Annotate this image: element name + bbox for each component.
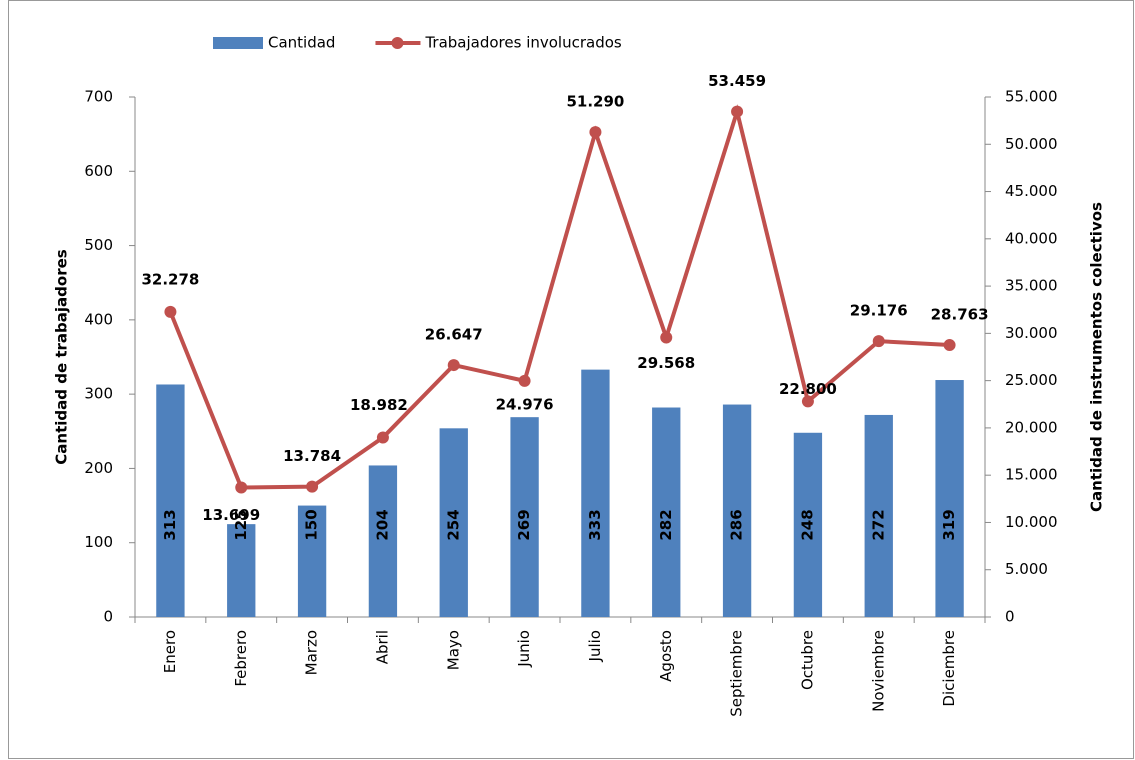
line — [168, 104, 950, 490]
y-tick-label: 500 — [84, 236, 113, 254]
bar-label: 269 — [515, 509, 533, 540]
y2-tick-label: 40.000 — [1005, 229, 1058, 247]
line-marker — [306, 480, 319, 493]
line-label: 32.278 — [141, 270, 199, 288]
bar-label: 319 — [940, 509, 958, 540]
bar-label: 313 — [161, 509, 179, 540]
y-tick-label: 100 — [84, 533, 113, 551]
x-tick-label: Julio — [586, 630, 604, 662]
bar-label: 254 — [444, 509, 462, 540]
line-label: 22.800 — [779, 380, 837, 398]
bar — [722, 404, 752, 617]
x-tick-label: Septiembre — [728, 630, 746, 717]
y2-tick-label: 25.000 — [1005, 371, 1058, 389]
line-label: 51.290 — [566, 93, 624, 111]
line-label: 18.982 — [350, 396, 408, 414]
x-tick-label: Enero — [161, 630, 179, 673]
y-tick-label: 700 — [84, 88, 113, 106]
bar-label: 248 — [798, 509, 816, 540]
bar — [439, 428, 468, 617]
bar — [581, 369, 610, 617]
line-label: 13.784 — [283, 447, 341, 465]
line-marker — [376, 431, 389, 444]
bar — [368, 465, 398, 617]
bar-label: 286 — [728, 509, 746, 540]
line-label: 29.176 — [850, 302, 908, 320]
line-marker — [447, 359, 460, 372]
line-label: 53.459 — [708, 72, 766, 90]
y-tick-label: 0 — [103, 608, 113, 626]
y2-tick-label: 55.000 — [1005, 88, 1058, 106]
x-tick-label: Octubre — [798, 630, 816, 690]
line-label: 26.647 — [425, 326, 483, 344]
line-marker — [801, 395, 814, 408]
y-tick-label: 400 — [84, 310, 113, 328]
y2-tick-label: 30.000 — [1005, 324, 1058, 342]
line-marker — [518, 374, 531, 387]
y2-tick-label: 5.000 — [1005, 560, 1048, 578]
y2-tick-label: 20.000 — [1005, 418, 1058, 436]
y-axis-label: Cantidad de trabajadores — [53, 249, 71, 464]
bar-label: 150 — [303, 509, 321, 540]
y2-tick-label: 50.000 — [1005, 135, 1058, 153]
legend-label: Trabajadores involucrados — [424, 34, 621, 52]
bar — [510, 417, 539, 617]
bar-label: 272 — [869, 509, 887, 540]
line-marker — [943, 339, 956, 352]
y2-tick-label: 15.000 — [1005, 466, 1058, 484]
bar-label: 204 — [373, 509, 391, 540]
bar-label: 333 — [586, 509, 604, 540]
x-tick-label: Agosto — [657, 630, 675, 682]
bar — [935, 380, 964, 617]
line-marker — [660, 331, 673, 344]
line-marker — [235, 481, 248, 494]
x-tick-label: Marzo — [303, 630, 321, 675]
legend-swatch — [213, 37, 263, 49]
bar-label: 125 — [232, 509, 250, 540]
y2-tick-label: 0 — [1005, 608, 1015, 626]
line-label: 29.568 — [637, 354, 695, 372]
x-tick-label: Noviembre — [869, 630, 887, 712]
bar — [864, 414, 893, 617]
y2-tick-label: 10.000 — [1005, 513, 1058, 531]
line-marker — [731, 105, 744, 118]
y-tick-label: 600 — [84, 162, 113, 180]
bar-label: 282 — [657, 509, 675, 540]
bar — [793, 432, 823, 617]
x-tick-label: Mayo — [444, 630, 462, 670]
line-label: 28.763 — [931, 306, 989, 324]
line-marker — [164, 305, 177, 318]
bar — [297, 505, 327, 617]
y-tick-label: 300 — [84, 385, 113, 403]
bar — [652, 407, 681, 617]
x-tick-label: Febrero — [232, 630, 250, 687]
line-marker — [589, 126, 602, 139]
line-label: 24.976 — [496, 395, 554, 413]
y2-tick-label: 45.000 — [1005, 182, 1058, 200]
y2-axis-label: Cantidad de instrumentos colectivos — [1088, 202, 1106, 512]
x-tick-label: Diciembre — [940, 630, 958, 707]
x-tick-label: Abril — [373, 630, 391, 664]
bar — [156, 384, 185, 617]
legend-label: Cantidad — [268, 34, 335, 52]
bar — [227, 524, 256, 617]
line-marker — [872, 335, 885, 348]
x-tick-label: Junio — [515, 630, 533, 668]
y-tick-label: 200 — [84, 459, 113, 477]
y2-tick-label: 35.000 — [1005, 277, 1058, 295]
legend-swatch — [391, 37, 404, 49]
line-label: 13.699 — [202, 506, 260, 524]
